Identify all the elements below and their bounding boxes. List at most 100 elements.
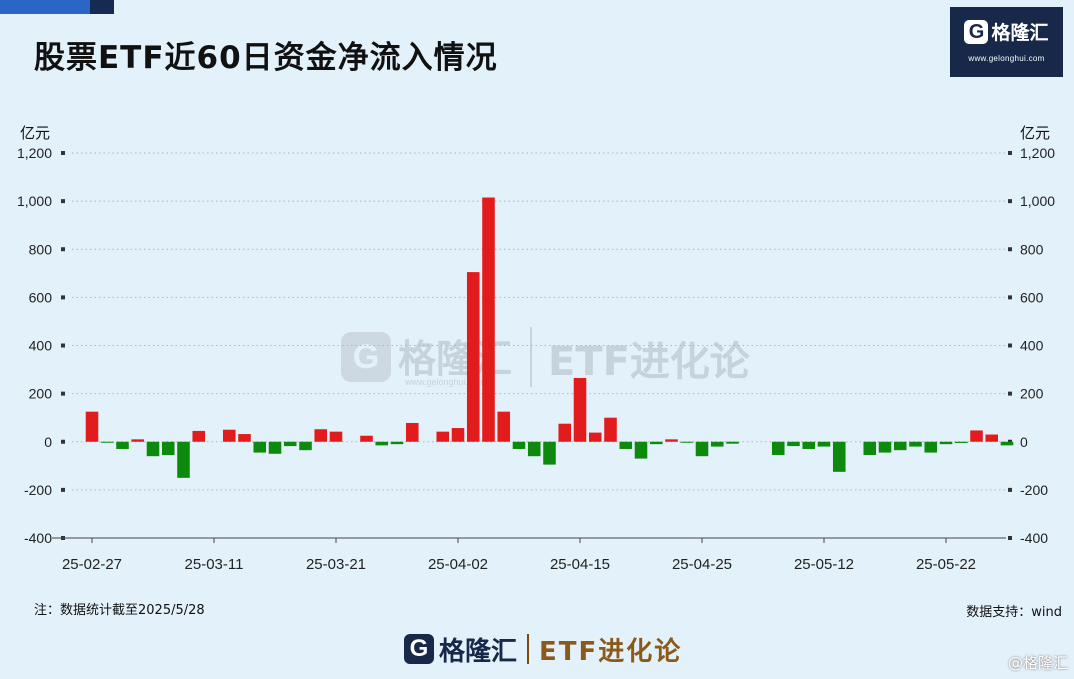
corner-accent-navy xyxy=(90,0,114,14)
bar xyxy=(527,441,541,457)
x-tick-label: 25-04-02 xyxy=(428,556,488,573)
bar xyxy=(817,441,831,447)
y-tick-label-left: 800 xyxy=(29,241,53,257)
bottom-logo-icon: G xyxy=(404,634,434,664)
bar xyxy=(390,441,404,445)
bar xyxy=(787,441,800,447)
x-tick-label: 25-05-12 xyxy=(794,556,854,573)
y-tick-label-right: 200 xyxy=(1020,386,1044,402)
bar xyxy=(405,422,419,442)
bar xyxy=(360,435,373,442)
y-tick-mark-right xyxy=(1008,199,1012,204)
y-axis-left: -400 -200 0 200 400 600 800 1,000 1,200 xyxy=(17,145,65,546)
watermark-url: www.gelonghui.com xyxy=(404,377,485,387)
y-tick-label-left: 1,000 xyxy=(17,193,52,209)
bar xyxy=(100,441,114,443)
brand-logo-icon: G xyxy=(964,19,989,44)
bar xyxy=(329,431,343,442)
bar xyxy=(588,432,602,442)
bar xyxy=(146,441,160,457)
bar xyxy=(451,428,465,442)
bar xyxy=(512,441,526,449)
y-tick-label-right: -200 xyxy=(1020,482,1048,498)
bar xyxy=(695,441,709,457)
bar xyxy=(497,411,511,442)
y-tick-label-right: 800 xyxy=(1020,241,1044,257)
y-axis-unit-left: 亿元 xyxy=(20,124,50,142)
bar xyxy=(1000,441,1014,446)
bar xyxy=(177,441,190,478)
brand-badge: G 格隆汇 www.gelonghui.com xyxy=(950,7,1063,77)
bar xyxy=(558,423,572,442)
bar xyxy=(573,377,587,442)
y-tick-mark-left xyxy=(61,487,65,492)
bar xyxy=(161,441,175,455)
y-tick-mark-right xyxy=(1008,343,1012,348)
bar xyxy=(375,441,389,446)
bar xyxy=(314,429,328,442)
y-tick-mark-right xyxy=(1008,151,1012,155)
y-tick-label-right: 600 xyxy=(1020,289,1044,305)
x-tick-label: 25-04-25 xyxy=(672,556,732,573)
y-tick-mark-left xyxy=(61,343,65,348)
bars xyxy=(85,197,1014,478)
x-tick-label: 25-05-22 xyxy=(916,556,976,573)
bar xyxy=(649,441,663,445)
y-tick-mark-right xyxy=(1008,487,1012,492)
bar xyxy=(299,441,312,451)
watermark: G 格隆汇 www.gelonghui.com ETF进化论 xyxy=(341,327,751,387)
y-tick-label-right: 0 xyxy=(1020,434,1028,450)
bar xyxy=(970,430,983,442)
x-tick-label: 25-03-11 xyxy=(185,556,244,573)
y-tick-label-right: -400 xyxy=(1020,530,1048,546)
bar xyxy=(832,441,846,472)
bar xyxy=(771,441,785,455)
bar xyxy=(680,441,694,443)
bar xyxy=(726,441,739,444)
bar xyxy=(253,441,267,453)
y-tick-label-left: 400 xyxy=(29,338,53,354)
x-tick-label: 25-04-15 xyxy=(550,556,610,573)
corner-watermark: @格隆汇 xyxy=(1007,654,1068,672)
bar xyxy=(543,441,556,465)
bar xyxy=(634,441,648,459)
y-tick-mark-left xyxy=(61,151,65,155)
watermark-etf: ETF进化论 xyxy=(548,339,751,385)
y-tick-mark-left xyxy=(61,295,65,300)
bar xyxy=(893,441,907,451)
corner-accent-blue xyxy=(0,0,90,14)
y-tick-mark-left xyxy=(61,247,65,252)
x-tick-label: 25-02-27 xyxy=(62,556,122,573)
y-tick-mark-right xyxy=(1008,247,1012,252)
watermark-logo-icon xyxy=(341,332,391,382)
bar xyxy=(604,417,617,442)
y-tick-mark-right xyxy=(1008,536,1012,540)
bottom-logo-divider xyxy=(527,634,530,664)
bar xyxy=(619,441,633,449)
bar xyxy=(878,441,892,453)
y-tick-label-right: 400 xyxy=(1020,338,1044,354)
y-axis-unit-right: 亿元 xyxy=(1020,124,1050,142)
brand-logo: G 格隆汇 xyxy=(950,18,1063,45)
bar xyxy=(116,441,129,449)
footnote: 注：数据统计截至2025/5/28 xyxy=(34,603,205,618)
bar xyxy=(939,441,953,445)
y-tick-label-right: 1,000 xyxy=(1020,193,1055,209)
y-tick-label-left: -200 xyxy=(24,482,52,498)
y-tick-label-right: 1,200 xyxy=(1020,145,1055,161)
bar xyxy=(131,439,145,442)
y-tick-label-left: 200 xyxy=(29,386,53,402)
bar xyxy=(222,429,236,442)
watermark-name: 格隆汇 xyxy=(398,337,512,381)
watermark-divider xyxy=(530,327,532,387)
bar xyxy=(909,441,922,447)
bar xyxy=(710,441,724,447)
brand-name: 格隆汇 xyxy=(991,22,1049,44)
bar xyxy=(924,441,938,453)
bar xyxy=(802,441,816,449)
y-tick-mark-left xyxy=(61,391,65,396)
bar xyxy=(985,434,999,442)
bar xyxy=(665,439,678,442)
bar xyxy=(283,441,297,447)
